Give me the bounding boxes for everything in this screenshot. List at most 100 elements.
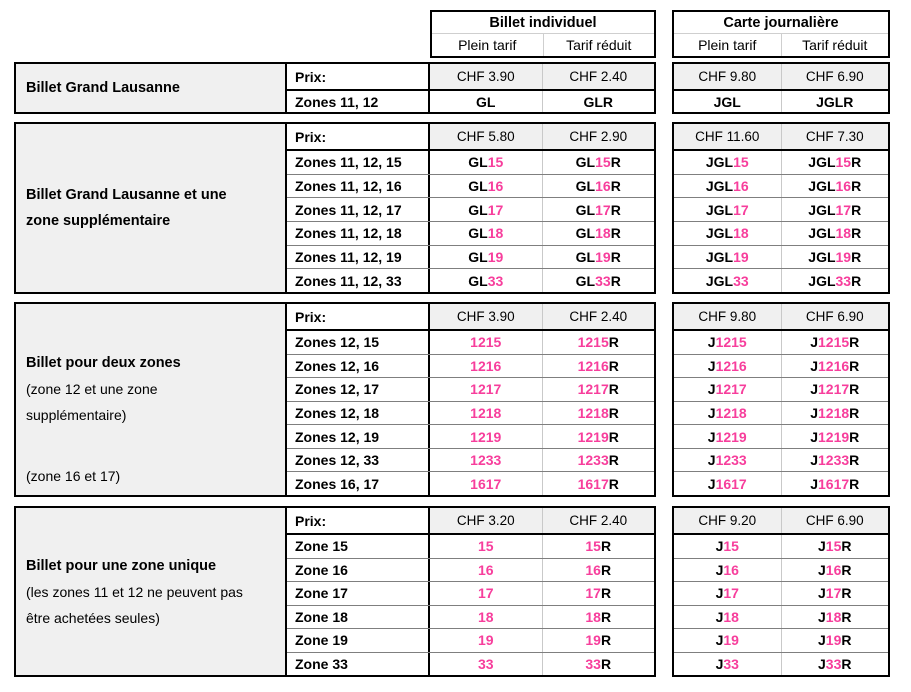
table-row: JGL 16 JGL 16 R	[674, 174, 888, 199]
fare-code-daily-reduced: J 18 R	[781, 605, 888, 628]
section-bottom-note: (zone 16 et 17)	[26, 468, 121, 484]
fare-code-individual-full: GL 16	[430, 174, 543, 198]
section-zone-unique-daily: CHF 9.20 CHF 6.90 J 15 J 15 R J 16 J 16 R J 17 …	[672, 506, 890, 677]
zone-rows: J 15 J 15 R J 16 J 16 R J 17 J 17 R J 18 J 18 R	[674, 535, 888, 675]
zone-label: Zones 11, 12, 17	[287, 198, 430, 222]
daily-card-title: Carte journalière	[674, 12, 888, 34]
price-individual-full: CHF 3.20	[430, 508, 543, 533]
price-daily-reduced: CHF 7.30	[781, 124, 888, 149]
table-row: Zones 11, 12, 33 GL 33 GL 33 R	[287, 269, 654, 293]
table-row: Zones 11, 12, 16 GL 16 GL 16 R	[287, 174, 654, 199]
section-title-block: Billet pour deux zones (zone 12 et une z…	[26, 350, 255, 428]
zone-rows: JGL JGLR	[674, 91, 888, 112]
reduced-fare-column-header: Tarif réduit	[802, 37, 868, 53]
fare-code-individual-reduced: 1215 R	[542, 331, 654, 354]
fare-code-individual-full: GL 18	[430, 222, 543, 245]
fare-code-individual-reduced: 1216 R	[542, 354, 654, 378]
price-daily-full: CHF 11.60	[674, 124, 782, 149]
price-individual-full: CHF 3.90	[430, 64, 543, 89]
price-row: CHF 9.80 CHF 6.90	[674, 304, 888, 331]
fare-code-daily-full: JGL 17	[674, 198, 782, 222]
fare-code-individual-full: 16	[430, 558, 543, 581]
fare-code-individual-reduced: 1617 R	[542, 472, 654, 496]
table-row: J 1218 J 1218 R	[674, 401, 888, 426]
price-row: Prix: CHF 3.90 CHF 2.40	[287, 304, 654, 331]
individual-ticket-title: Billet individuel	[432, 12, 654, 34]
fare-code-individual-full: 1216	[430, 354, 543, 378]
table-row: Zones 11, 12, 17 GL 17 GL 17 R	[287, 198, 654, 223]
fare-code-daily-full: J 1217	[674, 378, 782, 401]
zone-rows: Zones 12, 15 1215 1215 R Zones 12, 16 121…	[287, 331, 654, 496]
section-note: (les zones 11 et 12 ne peuvent pas être …	[26, 583, 243, 626]
fare-code-daily-full: J 19	[674, 629, 782, 652]
fare-code-daily-full: JGL 15	[674, 151, 782, 174]
fare-code-individual-reduced: GL 18 R	[542, 222, 654, 245]
price-row: Prix: CHF 5.80 CHF 2.90	[287, 124, 654, 151]
zone-rows: J 1215 J 1215 R J 1216 J 1216 R J 1217 J 1217 R J…	[674, 331, 888, 496]
section-grid: Prix: CHF 3.20 CHF 2.40 Zone 15 15 15 R Z…	[287, 508, 654, 675]
zone-label: Zones 12, 16	[287, 354, 430, 378]
table-row: Zone 18 18 18 R	[287, 605, 654, 629]
fare-code-daily-full: JGL	[674, 91, 782, 112]
fare-code-individual-full: 1233	[430, 448, 543, 472]
fare-code-daily-reduced: J 1219 R	[781, 425, 888, 448]
section-description: Billet Grand Lausanne et une zone supplé…	[16, 124, 287, 292]
price-row: Prix: CHF 3.20 CHF 2.40	[287, 508, 654, 535]
fare-code-individual-full: 1217	[430, 378, 543, 401]
zone-rows: JGL 15 JGL 15 R JGL 16 JGL 16 R JGL 17 JGL 17 R J…	[674, 151, 888, 293]
fare-code-daily-reduced: J 1617 R	[781, 472, 888, 496]
fare-code-individual-reduced: 1217 R	[542, 378, 654, 401]
fare-code-daily-reduced: J 17 R	[781, 582, 888, 605]
table-row: J 1215 J 1215 R	[674, 331, 888, 355]
zone-label: Zones 12, 19	[287, 425, 430, 448]
fare-code-daily-reduced: JGL 18 R	[781, 222, 888, 245]
fare-code-individual-reduced: 1219 R	[542, 425, 654, 448]
fare-code-individual-full: GL	[430, 91, 543, 112]
fare-code-daily-reduced: JGLR	[781, 91, 888, 112]
fare-code-daily-full: J 1216	[674, 354, 782, 378]
zone-label: Zone 15	[287, 535, 430, 558]
table-row: Zones 12, 15 1215 1215 R	[287, 331, 654, 355]
table-row: J 16 J 16 R	[674, 558, 888, 582]
price-daily-reduced: CHF 6.90	[781, 64, 888, 89]
zone-label: Zone 17	[287, 582, 430, 605]
section-note: (zone 12 et une zone supplémentaire)	[26, 381, 158, 423]
fare-code-individual-full: GL 17	[430, 198, 543, 222]
table-row: J 1216 J 1216 R	[674, 354, 888, 379]
fare-code-individual-reduced: GL 19 R	[542, 245, 654, 269]
fare-code-individual-reduced: GLR	[542, 91, 654, 112]
section-grid: Prix: CHF 3.90 CHF 2.40 Zones 11, 12 GL …	[287, 64, 654, 112]
fare-code-daily-reduced: J 16 R	[781, 558, 888, 581]
fare-code-daily-full: J 17	[674, 582, 782, 605]
fare-code-daily-reduced: J 33 R	[781, 652, 888, 675]
table-row: Zones 12, 33 1233 1233 R	[287, 448, 654, 473]
daily-fare-columns: Plein tarif Tarif réduit	[674, 34, 888, 56]
table-row: J 19 J 19 R	[674, 629, 888, 653]
fare-code-daily-full: J 1219	[674, 425, 782, 448]
fare-code-individual-full: 33	[430, 652, 543, 675]
fare-code-daily-reduced: JGL 19 R	[781, 245, 888, 269]
fare-code-daily-full: J 33	[674, 652, 782, 675]
zone-label: Zones 12, 18	[287, 401, 430, 425]
fare-code-daily-full: J 1218	[674, 401, 782, 425]
fare-code-individual-reduced: 18 R	[542, 605, 654, 628]
price-label: Prix:	[287, 304, 430, 329]
full-fare-column-header: Plein tarif	[674, 34, 782, 56]
price-daily-reduced: CHF 6.90	[781, 508, 888, 533]
fare-code-daily-reduced: J 1218 R	[781, 401, 888, 425]
section-deux-zones-daily: CHF 9.80 CHF 6.90 J 1215 J 1215 R J 1216 J 12…	[672, 302, 890, 497]
fare-code-individual-full: 1617	[430, 472, 543, 496]
table-row: JGL 18 JGL 18 R	[674, 222, 888, 246]
zone-rows: Zones 11, 12 GL GLR	[287, 91, 654, 112]
price-individual-reduced: CHF 2.90	[542, 124, 654, 149]
section-description: Billet Grand Lausanne	[16, 64, 287, 112]
fare-code-individual-reduced: 17 R	[542, 582, 654, 605]
fare-code-individual-reduced: GL 16 R	[542, 174, 654, 198]
fare-code-daily-full: J 1617	[674, 472, 782, 496]
fare-code-individual-full: 1218	[430, 401, 543, 425]
table-row: Zones 11, 12, 18 GL 18 GL 18 R	[287, 222, 654, 246]
table-row: Zones 16, 17 1617 1617 R	[287, 472, 654, 496]
section-title: Billet Grand Lausanne et une zone supplé…	[26, 187, 227, 229]
fare-code-daily-full: JGL 18	[674, 222, 782, 245]
